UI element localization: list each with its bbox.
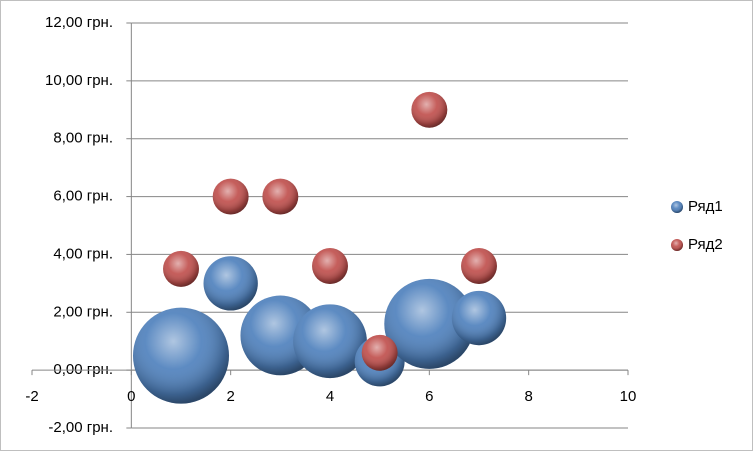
y-tick-label: 6,00 грн. <box>53 188 113 205</box>
bubble-shade <box>312 248 348 284</box>
x-tick-label: 8 <box>524 388 532 405</box>
y-tick-label: 8,00 грн. <box>53 130 113 147</box>
y-tick-label: -2,00 грн. <box>48 419 113 436</box>
bubble-shade <box>212 178 249 215</box>
x-tick-label: 6 <box>425 388 433 405</box>
bubble-shade <box>411 91 448 128</box>
x-tick-label: 2 <box>226 388 234 405</box>
bubble-shade <box>203 256 258 311</box>
bubble-shade <box>293 304 367 379</box>
x-tick-label: 10 <box>620 388 637 405</box>
y-tick-label: 12,00 грн. <box>45 14 113 31</box>
legend-marker-shade <box>671 201 683 213</box>
bubble-shade <box>262 178 299 215</box>
bubble-shade <box>133 307 229 404</box>
legend-label: Ряд1 <box>688 198 723 215</box>
bubble-shade <box>361 334 398 371</box>
y-tick-label: 0,00 грн. <box>53 361 113 378</box>
y-tick-label: 4,00 грн. <box>53 245 113 262</box>
bubble-shade <box>384 278 475 369</box>
bubble-shade <box>451 290 507 346</box>
x-tick-label: 0 <box>127 388 135 405</box>
bubble-shade <box>163 250 199 287</box>
x-tick-label: -2 <box>25 388 38 405</box>
y-tick-label: 10,00 грн. <box>45 72 113 89</box>
legend-label: Ряд2 <box>688 236 723 253</box>
bubble-shade <box>461 248 497 284</box>
x-tick-label: 4 <box>326 388 334 405</box>
y-tick-label: 2,00 грн. <box>53 303 113 320</box>
legend-marker-shade <box>671 239 683 251</box>
